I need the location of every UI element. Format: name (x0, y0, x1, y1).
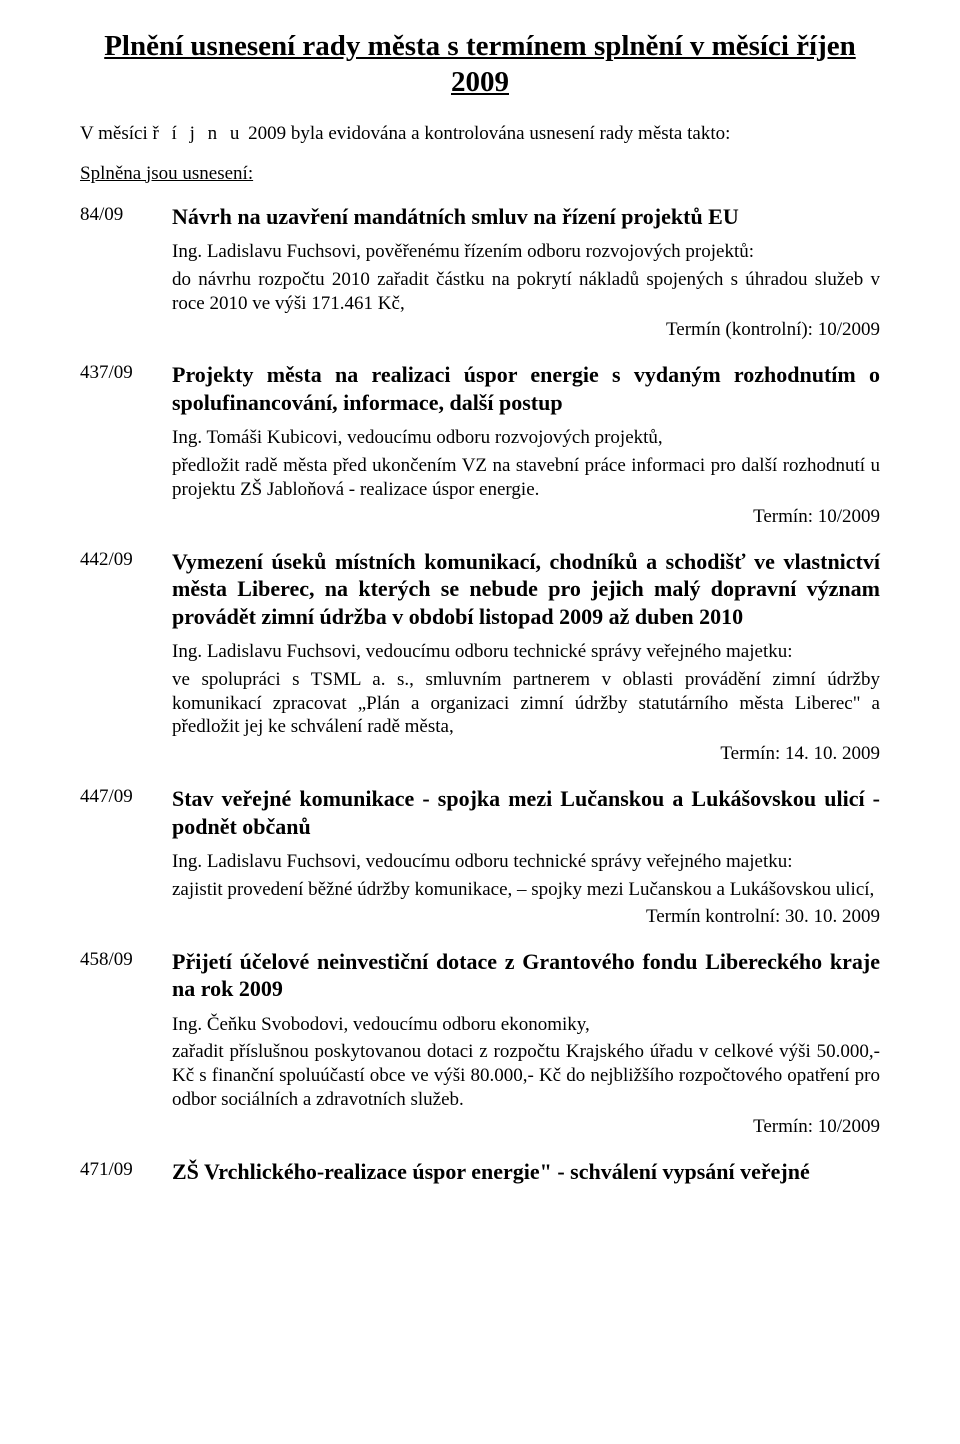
resolution-item: 442/09 Vymezení úseků místních komunikac… (80, 548, 880, 770)
resolution-item: 447/09 Stav veřejné komunikace - spojka … (80, 785, 880, 932)
resolution-term: Termín: 10/2009 (172, 506, 880, 528)
resolution-term: Termín kontrolní: 30. 10. 2009 (172, 906, 880, 928)
resolution-term: Termín: 14. 10. 2009 (172, 743, 880, 765)
resolution-para: předložit radě města před ukončením VZ n… (172, 454, 880, 502)
resolution-title: Návrh na uzavření mandátních smluv na ří… (172, 203, 880, 231)
section-heading: Splněna jsou usnesení: (80, 163, 880, 185)
resolution-body: Stav veřejné komunikace - spojka mezi Lu… (172, 785, 880, 932)
resolution-para: Ing. Čeňku Svobodovi, vedoucímu odboru e… (172, 1013, 880, 1037)
resolution-item: 437/09 Projekty města na realizaci úspor… (80, 361, 880, 531)
resolution-body: Návrh na uzavření mandátních smluv na ří… (172, 203, 880, 346)
resolution-number: 442/09 (80, 548, 172, 770)
resolution-para: Ing. Tomáši Kubicovi, vedoucímu odboru r… (172, 426, 880, 450)
resolution-para: Ing. Ladislavu Fuchsovi, pověřenému říze… (172, 240, 880, 264)
resolution-para: ve spolupráci s TSML a. s., smluvním par… (172, 668, 880, 739)
resolution-title: Vymezení úseků místních komunikací, chod… (172, 548, 880, 631)
resolution-body: Přijetí účelové neinvestiční dotace z Gr… (172, 948, 880, 1142)
resolution-title: ZŠ Vrchlického-realizace úspor energie" … (172, 1158, 880, 1186)
intro-prefix: V měsíci (80, 123, 152, 144)
resolution-para: do návrhu rozpočtu 2010 zařadit částku n… (172, 268, 880, 316)
resolution-body: Vymezení úseků místních komunikací, chod… (172, 548, 880, 770)
intro-suffix: 2009 byla evidována a kontrolována usnes… (243, 123, 730, 144)
resolution-para: zajistit provedení běžné údržby komunika… (172, 878, 880, 902)
resolution-item: 471/09 ZŠ Vrchlického-realizace úspor en… (80, 1158, 880, 1196)
resolution-body: Projekty města na realizaci úspor energi… (172, 361, 880, 531)
intro-month: ř í j n u (152, 123, 243, 144)
resolution-term: Termín: 10/2009 (172, 1116, 880, 1138)
resolution-title: Projekty města na realizaci úspor energi… (172, 361, 880, 416)
resolution-number: 84/09 (80, 203, 172, 346)
resolution-number: 447/09 (80, 785, 172, 932)
resolution-title: Stav veřejné komunikace - spojka mezi Lu… (172, 785, 880, 840)
resolution-term: Termín (kontrolní): 10/2009 (172, 319, 880, 341)
resolution-title: Přijetí účelové neinvestiční dotace z Gr… (172, 948, 880, 1003)
resolution-para: zařadit příslušnou poskytovanou dotaci z… (172, 1040, 880, 1111)
page-title: Plnění usnesení rady města s termínem sp… (80, 28, 880, 101)
resolution-body: ZŠ Vrchlického-realizace úspor energie" … (172, 1158, 880, 1196)
resolution-para: Ing. Ladislavu Fuchsovi, vedoucímu odbor… (172, 850, 880, 874)
resolution-number: 471/09 (80, 1158, 172, 1196)
intro-line: V měsíci ř í j n u 2009 byla evidována a… (80, 123, 880, 145)
resolution-item: 84/09 Návrh na uzavření mandátních smluv… (80, 203, 880, 346)
resolution-item: 458/09 Přijetí účelové neinvestiční dota… (80, 948, 880, 1142)
resolution-number: 437/09 (80, 361, 172, 531)
resolution-para: Ing. Ladislavu Fuchsovi, vedoucímu odbor… (172, 640, 880, 664)
resolution-number: 458/09 (80, 948, 172, 1142)
